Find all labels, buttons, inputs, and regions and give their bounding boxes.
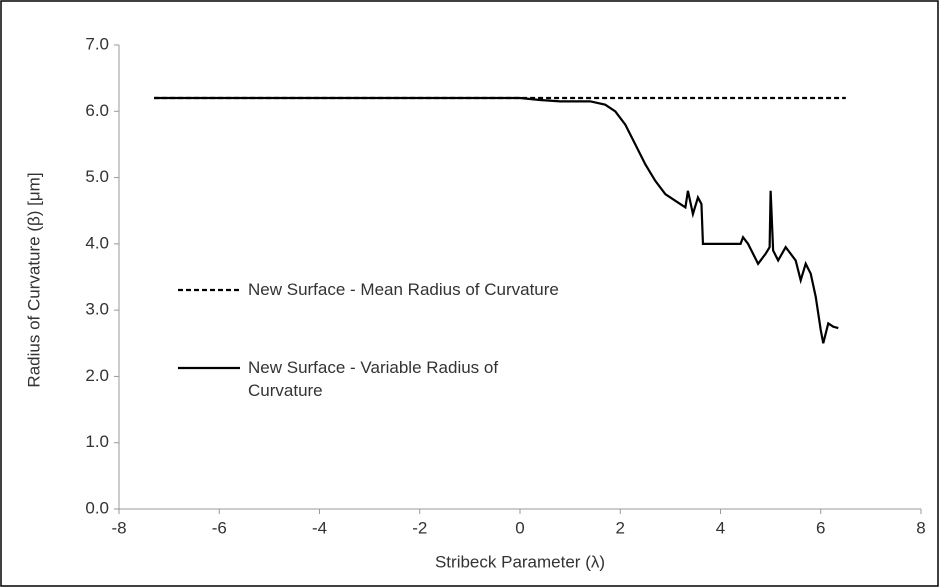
x-tick-label: 8 <box>916 518 925 537</box>
series-line <box>154 96 839 344</box>
y-tick-label: 5.0 <box>85 167 109 186</box>
y-tick-label: 7.0 <box>85 34 109 53</box>
legend-label: New Surface - Mean Radius of Curvature <box>248 280 559 299</box>
y-axis-label: Radius of Curvature (β) [μm] <box>24 172 43 387</box>
y-tick-label: 6.0 <box>85 101 109 120</box>
x-axis-label: Stribeck Parameter (λ) <box>435 552 605 571</box>
x-tick-label: -2 <box>412 518 427 537</box>
x-tick-label: -8 <box>111 518 126 537</box>
y-tick-label: 4.0 <box>85 233 109 252</box>
y-tick-label: 1.0 <box>85 432 109 451</box>
x-tick-label: -6 <box>212 518 227 537</box>
x-tick-label: 6 <box>816 518 825 537</box>
legend-label: New Surface - Variable Radius of Curvatu… <box>248 358 499 400</box>
x-tick-label: -4 <box>312 518 327 537</box>
x-tick-label: 2 <box>616 518 625 537</box>
x-tick-label: 0 <box>515 518 524 537</box>
y-tick-label: 2.0 <box>85 366 109 385</box>
y-tick-label: 0.0 <box>85 498 109 517</box>
y-tick-label: 3.0 <box>85 300 109 319</box>
x-tick-label: 4 <box>716 518 725 537</box>
